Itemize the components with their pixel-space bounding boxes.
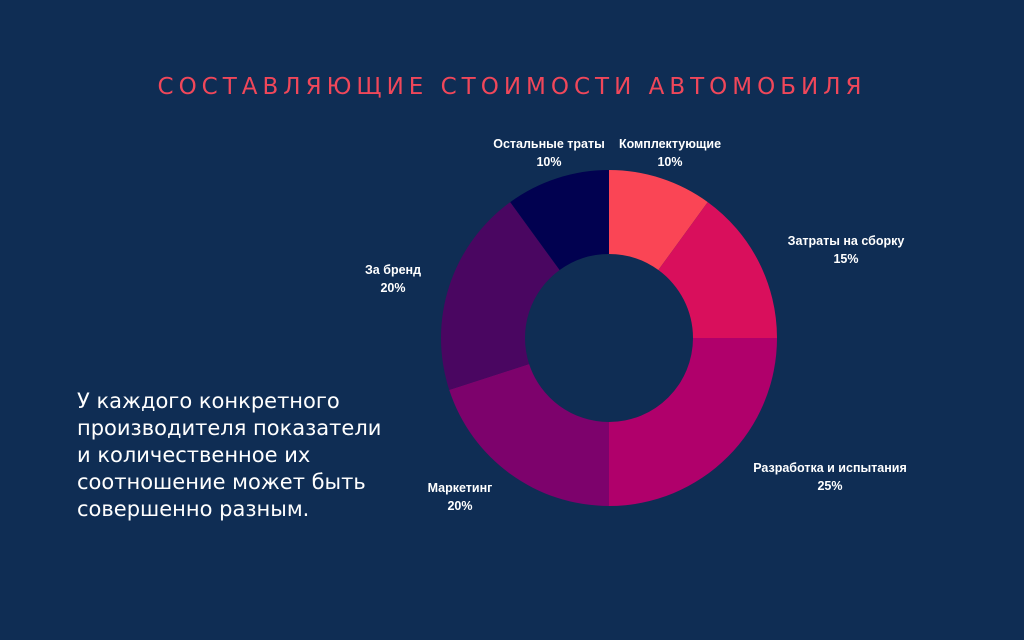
slice-label-3: Разработка и испытания (753, 461, 907, 475)
slice-value-2: 15% (833, 252, 858, 266)
slice-label-4: Маркетинг (428, 481, 493, 495)
slice-4 (449, 363, 609, 506)
slice-label-1: Комплектующие (619, 137, 721, 151)
slice-label-6: Остальные траты (493, 137, 605, 151)
slice-label-5: За бренд (365, 263, 421, 277)
slice-value-1: 10% (657, 155, 682, 169)
slice-value-6: 10% (536, 155, 561, 169)
slice-6 (510, 170, 609, 271)
slice-label-2: Затраты на сборку (788, 234, 905, 248)
slice-value-4: 20% (447, 499, 472, 513)
slice-value-5: 20% (380, 281, 405, 295)
chart-labels: Комплектующие 10% Затраты на сборку 15% Разр… (365, 137, 907, 513)
slice-2 (658, 202, 777, 338)
slice-value-3: 25% (817, 479, 842, 493)
slice-3 (609, 338, 777, 506)
slice-1 (609, 170, 708, 271)
chart-slices (440, 170, 777, 506)
slice-5 (440, 202, 560, 390)
chart-title: СОСТАВЛЯЮЩИЕ СТОИМОСТИ АВТОМОБИЛЯ (157, 74, 867, 100)
note-text: У каждого конкретного производителя пока… (77, 389, 382, 521)
